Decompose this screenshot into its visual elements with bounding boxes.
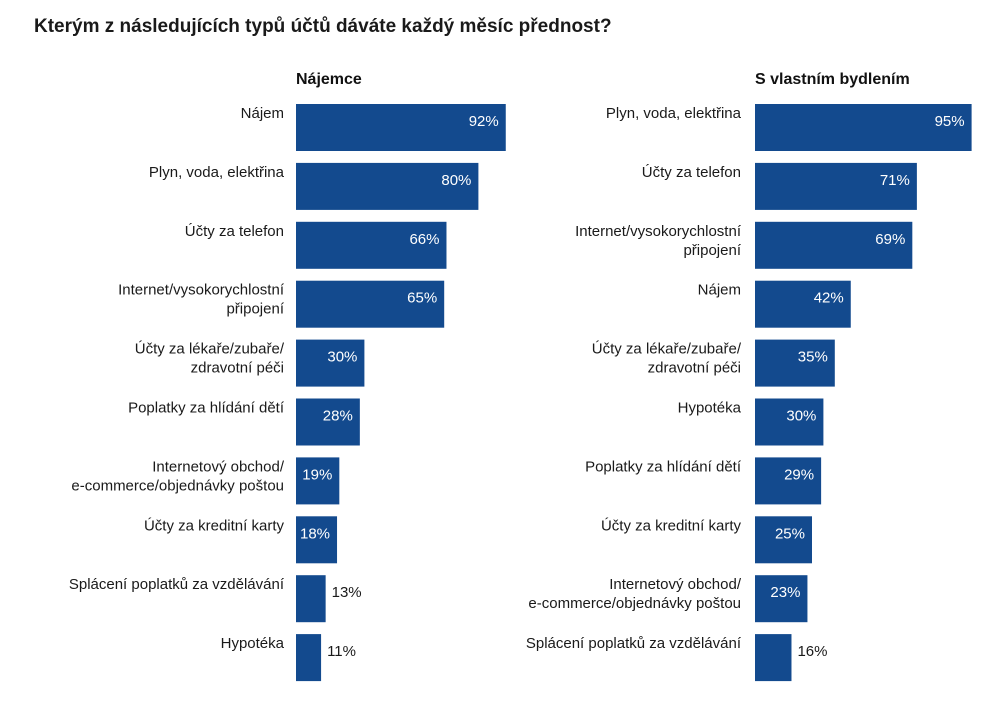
renter-category-label-7: Internetový obchod/e-commerce/objednávky… bbox=[71, 458, 284, 494]
owner-category-label-6: Hypotéka bbox=[678, 400, 742, 417]
owner-bar-8 bbox=[755, 516, 812, 564]
owner-value-label-2: 71% bbox=[880, 172, 910, 189]
renter-category-label-2: Plyn, voda, elektřina bbox=[149, 164, 285, 181]
renter-bar-7 bbox=[296, 457, 340, 505]
owner-bar-6 bbox=[755, 398, 824, 446]
renter-bar-4 bbox=[296, 280, 445, 328]
owner-value-label-10: 16% bbox=[797, 643, 827, 660]
renter-bar-1 bbox=[296, 104, 506, 151]
renter-value-label-6: 28% bbox=[323, 408, 353, 425]
owner-value-label-3: 69% bbox=[875, 231, 905, 248]
renter-value-label-2: 80% bbox=[441, 172, 471, 189]
owner-bar-9 bbox=[755, 575, 808, 623]
renter-value-label-8: 18% bbox=[300, 525, 330, 542]
owner-value-label-8: 25% bbox=[775, 525, 805, 542]
renter-value-label-4: 65% bbox=[407, 290, 437, 307]
owner-value-label-5: 35% bbox=[798, 349, 828, 366]
owner-value-label-6: 30% bbox=[786, 408, 816, 425]
renter-category-label-8: Účty za kreditní karty bbox=[144, 517, 285, 534]
owner-value-label-4: 42% bbox=[814, 290, 844, 307]
owner-category-label-9: Internetový obchod/e-commerce/objednávky… bbox=[528, 576, 741, 612]
owner-category-label-10: Splácení poplatků za vzdělávání bbox=[526, 635, 742, 652]
owner-bar-4 bbox=[755, 280, 851, 328]
owner-value-label-9: 23% bbox=[770, 584, 800, 601]
renter-value-label-5: 30% bbox=[327, 349, 357, 366]
renter-bar-5 bbox=[296, 339, 365, 387]
owner-bar-10 bbox=[755, 634, 792, 682]
owner-value-label-7: 29% bbox=[784, 466, 814, 483]
renter-bar-2 bbox=[296, 162, 479, 210]
renter-category-label-3: Účty za telefon bbox=[185, 223, 284, 240]
renter-value-label-10: 11% bbox=[327, 643, 356, 660]
renter-category-label-10: Hypotéka bbox=[221, 635, 285, 652]
renter-bar-8 bbox=[296, 516, 338, 564]
renter-bar-6 bbox=[296, 398, 360, 446]
renter-category-label-5: Účty za lékaře/zubaře/zdravotní péči bbox=[135, 341, 285, 377]
chart-title: Kterým z následujících typů účtů dáváte … bbox=[34, 16, 612, 37]
renter-bar-3 bbox=[296, 221, 447, 269]
owner-category-label-8: Účty za kreditní karty bbox=[601, 517, 742, 534]
owner-category-label-1: Plyn, voda, elektřina bbox=[606, 105, 742, 122]
renter-category-label-6: Poplatky za hlídání dětí bbox=[128, 400, 285, 417]
owner-bar-7 bbox=[755, 457, 822, 505]
renter-bar-10 bbox=[296, 634, 322, 682]
renter-bar-9 bbox=[296, 575, 326, 623]
owner-panel-title: S vlastním bydlením bbox=[755, 71, 910, 88]
owner-category-label-7: Poplatky za hlídání dětí bbox=[585, 458, 742, 475]
owner-value-label-1: 95% bbox=[935, 113, 965, 130]
owner-category-label-5: Účty za lékaře/zubaře/zdravotní péči bbox=[592, 341, 742, 377]
renter-category-label-9: Splácení poplatků za vzdělávání bbox=[69, 576, 285, 593]
owner-bar-3 bbox=[755, 221, 913, 269]
renter-value-label-7: 19% bbox=[302, 466, 332, 483]
renter-value-label-9: 13% bbox=[332, 584, 362, 601]
renter-category-label-4: Internet/vysokorychlostní připojení bbox=[118, 282, 285, 318]
owner-bar-5 bbox=[755, 339, 835, 387]
owner-category-label-2: Účty za telefon bbox=[642, 164, 741, 181]
renter-category-label-1: Nájem bbox=[241, 105, 284, 122]
renter-panel-title: Nájemce bbox=[296, 71, 362, 88]
owner-category-label-4: Nájem bbox=[698, 282, 741, 299]
renter-value-label-1: 92% bbox=[469, 113, 499, 130]
owner-category-label-3: Internet/vysokorychlostní připojení bbox=[575, 223, 742, 259]
owner-bar-2 bbox=[755, 162, 917, 210]
renter-value-label-3: 66% bbox=[409, 231, 439, 248]
owner-bar-1 bbox=[755, 104, 972, 151]
